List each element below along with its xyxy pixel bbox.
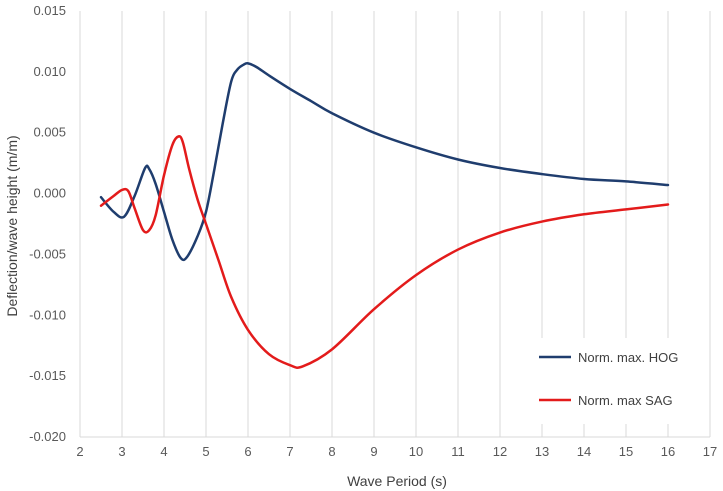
legend: Norm. max. HOG Norm. max SAG <box>528 338 704 424</box>
x-axis-ticks: 2 3 4 5 6 7 8 9 10 11 12 13 14 15 16 17 <box>76 444 717 459</box>
legend-box <box>528 338 704 424</box>
x-tick-label: 13 <box>535 444 549 459</box>
x-tick-label: 12 <box>493 444 507 459</box>
x-tick-label: 5 <box>202 444 209 459</box>
x-tick-label: 8 <box>328 444 335 459</box>
x-tick-label: 6 <box>244 444 251 459</box>
y-tick-label: 0.010 <box>33 64 66 79</box>
y-axis-ticks: -0.020 -0.015 -0.010 -0.005 0.000 0.005 0.010 0… <box>29 3 66 444</box>
y-axis-title: Deflection/wave height (m/m) <box>4 135 20 316</box>
y-tick-label: -0.015 <box>29 368 66 383</box>
y-tick-label: 0.000 <box>33 186 66 201</box>
x-tick-label: 15 <box>619 444 633 459</box>
series-line-hog <box>99 61 670 262</box>
legend-label-sag: Norm. max SAG <box>578 393 673 408</box>
series-line-sag <box>99 135 670 369</box>
x-axis-title: Wave Period (s) <box>347 473 447 489</box>
y-tick-label: -0.020 <box>29 429 66 444</box>
x-tick-label: 9 <box>370 444 377 459</box>
x-tick-label: 7 <box>286 444 293 459</box>
y-tick-label: 0.005 <box>33 125 66 140</box>
x-tick-label: 10 <box>409 444 423 459</box>
x-tick-label: 4 <box>160 444 167 459</box>
y-tick-label: -0.010 <box>29 307 66 322</box>
legend-label-hog: Norm. max. HOG <box>578 350 678 365</box>
x-tick-label: 11 <box>451 444 465 459</box>
x-tick-label: 16 <box>661 444 675 459</box>
y-tick-label: -0.005 <box>29 246 66 261</box>
x-tick-label: 2 <box>76 444 83 459</box>
y-tick-label: 0.015 <box>33 3 66 18</box>
series-layer <box>99 61 670 369</box>
x-tick-label: 3 <box>118 444 125 459</box>
x-tick-label: 17 <box>703 444 717 459</box>
x-tick-label: 14 <box>577 444 591 459</box>
